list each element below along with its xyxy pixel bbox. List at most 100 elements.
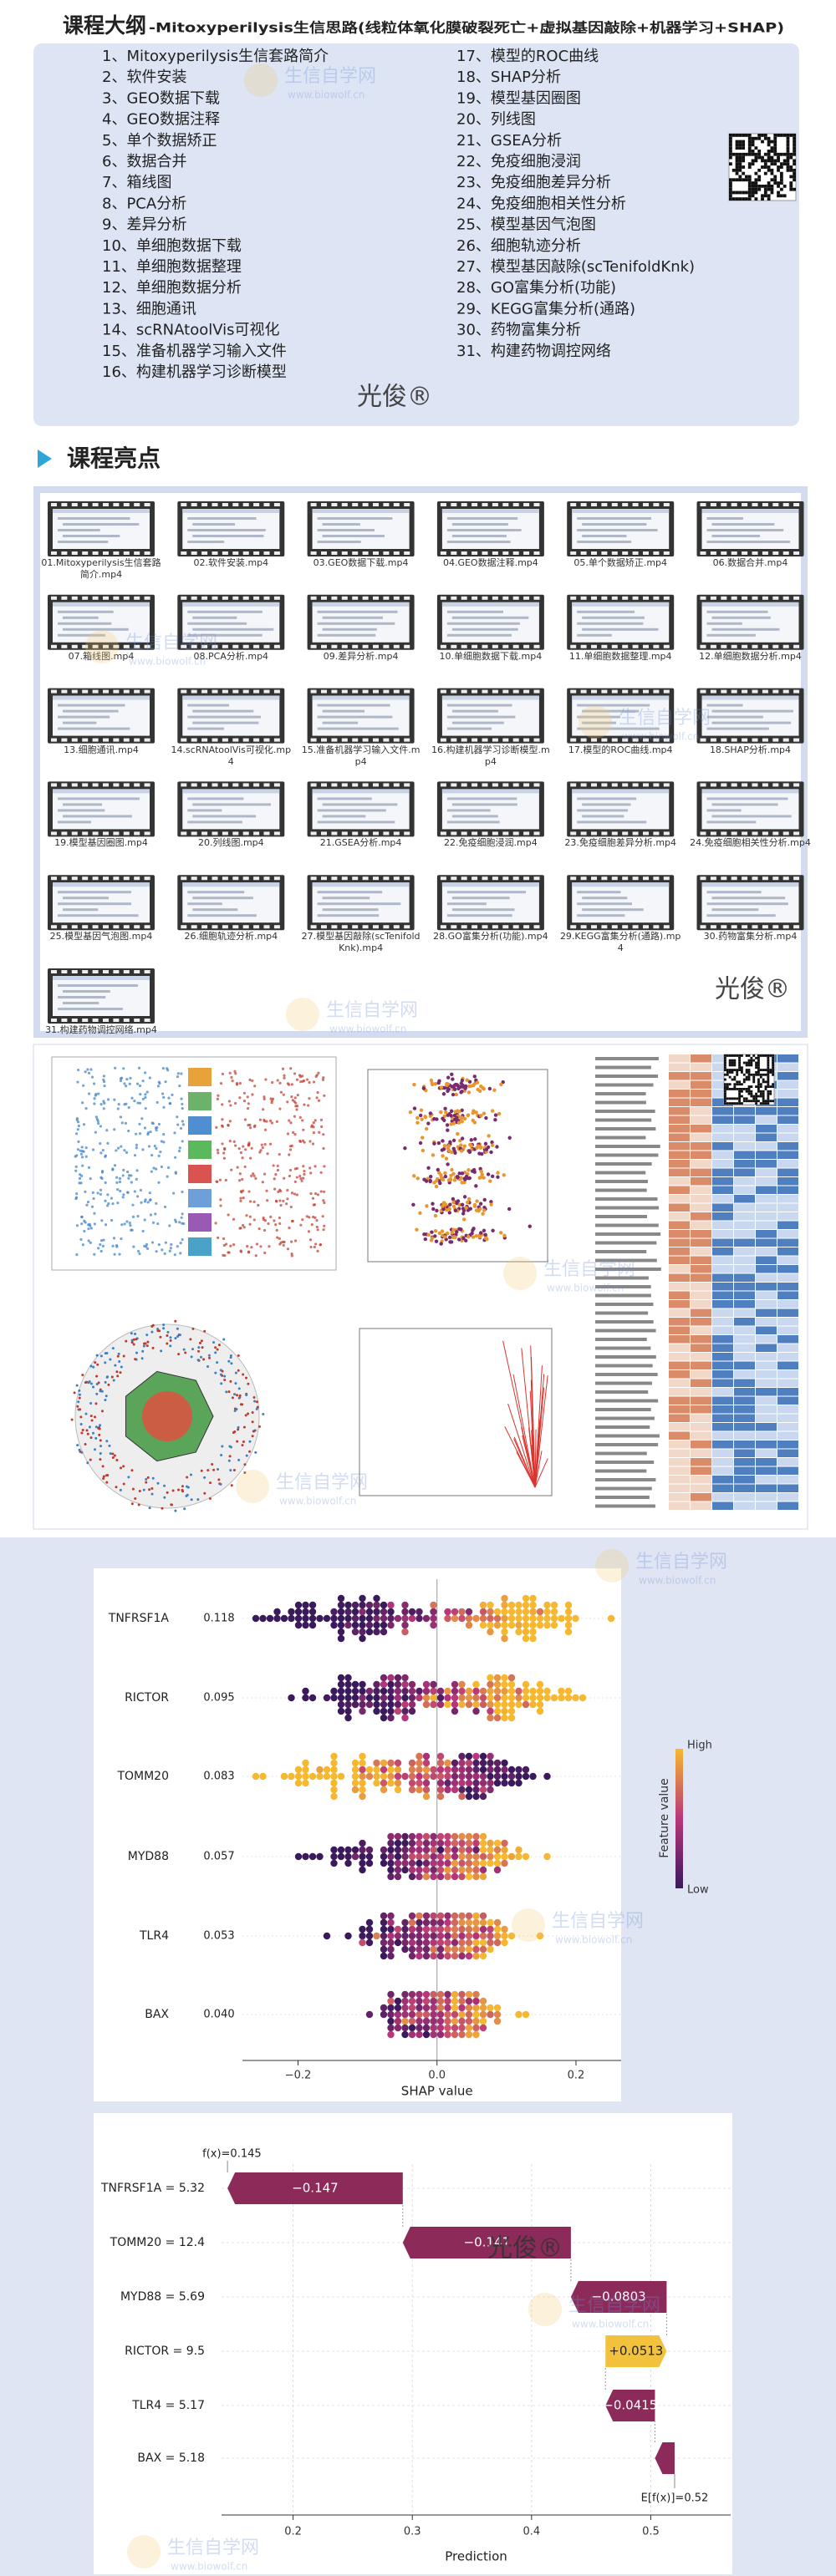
subfig-dot [418,1211,422,1215]
film-hole [492,644,498,648]
qr-cell [747,1100,751,1103]
subfig-dot [99,1239,104,1242]
subfig-dot [243,1118,247,1121]
watermark-logo [244,64,278,97]
video-label: 05.单个数据矫正.mp4 [573,557,668,568]
qr-cell [793,146,796,150]
film-hole [144,876,150,881]
beeswarm-dot [288,1614,295,1623]
beeswarm-dot [415,1752,423,1761]
beeswarm-dot [458,1779,466,1787]
qr-cell [747,162,752,166]
video-screen-line [446,704,512,707]
table-cell [756,1493,777,1501]
qr-cell [754,184,758,188]
qr-cell [724,1061,726,1064]
qr-cell [762,1102,765,1105]
beeswarm-dot [422,1786,431,1794]
video-label-box: 23.免疫细胞差异分析.mp4 [564,837,676,848]
subfig-dot [89,1364,93,1368]
beeswarm-dot [344,1680,352,1689]
film-hole [700,783,706,787]
subfig-ray [534,1375,548,1488]
table-cell [712,1361,733,1369]
subfig-dot [143,1218,146,1222]
film-hole [742,503,748,506]
subfig-dot [178,1334,181,1337]
subfig-dot [123,1149,126,1152]
beeswarm-dot [387,1952,395,1960]
subfig-dot [132,1245,135,1248]
video-label: 04.GEO数据注释.mp4 [442,557,538,568]
qr-cell [757,1056,760,1059]
subfig-dot [96,1191,99,1195]
beeswarm-dot [487,1707,494,1715]
qr-cell [732,152,736,156]
table-cell [669,1493,690,1501]
table-cell [712,1160,733,1168]
subfig-dot [269,1097,273,1100]
beeswarm-dot [415,1614,423,1623]
beeswarm-dot [501,1938,508,1947]
film-hole [772,831,779,836]
beeswarm-dot [487,1628,494,1636]
subfig-dot [441,1139,445,1143]
outline-box [33,43,799,426]
film-hole [134,783,140,787]
qr-cell [738,165,742,169]
qr-cell [745,1097,748,1100]
beeswarm-dot [337,1852,345,1861]
beeswarm-dot [365,1766,374,1774]
subfig-dot [252,1172,255,1176]
table-cell [777,1405,798,1414]
beeswarm-dot [507,1852,516,1861]
qr-cell [770,168,774,172]
outline-item: 29、KEGG富集分析(通路) [456,300,635,318]
beeswarm-dot [465,1759,473,1767]
subfig-dot [162,1095,166,1099]
subfig-dot [91,1191,94,1194]
value-label: −0.0415 [603,2398,657,2413]
qr-cell [763,165,767,169]
subfig-dot [237,1354,240,1357]
table-cell [669,1160,690,1168]
film-hole [144,596,150,600]
film-hole [123,876,130,881]
film-hole [383,689,390,694]
beeswarm-dot [422,1912,431,1920]
video-label-box: 19.模型基因圈图.mp4 [54,837,148,848]
film-hole [523,551,530,555]
qr-cell [770,159,774,163]
subfig-dot [92,1365,95,1369]
table-cell [691,1273,711,1282]
film-hole [512,738,519,742]
subfig-dot [196,1359,200,1362]
beeswarm-dot [394,1707,402,1715]
film-hole [502,551,509,555]
subfig-dot [290,1252,293,1256]
video-screen-line [706,727,769,730]
qr-cell [759,1090,762,1093]
beeswarm-dot [337,1621,345,1629]
table-cell [777,1221,798,1229]
film-hole [502,689,509,694]
beeswarm-dot [451,1759,459,1767]
film-hole [273,644,280,648]
subfig-dot [176,1075,180,1079]
beeswarm-dot [444,1608,451,1616]
beeswarm-dot [458,1938,466,1947]
film-hole [512,831,519,836]
film-hole [61,783,68,787]
table-cell [691,1466,711,1475]
subfig-dot [301,1119,304,1122]
qr-cell [755,1092,757,1095]
beeswarm-dot [408,1866,416,1874]
subfig-dot [435,1208,439,1213]
video-label: 17.模型的ROC曲线.mp4 [568,744,673,755]
subfig-dot [173,1218,177,1222]
table-cell [734,1484,755,1492]
video-label: 24.免疫细胞相关性分析.mp4 [690,837,811,849]
qr-cell [729,140,732,144]
subfig-dot [225,1390,228,1394]
film-hole [451,783,457,787]
